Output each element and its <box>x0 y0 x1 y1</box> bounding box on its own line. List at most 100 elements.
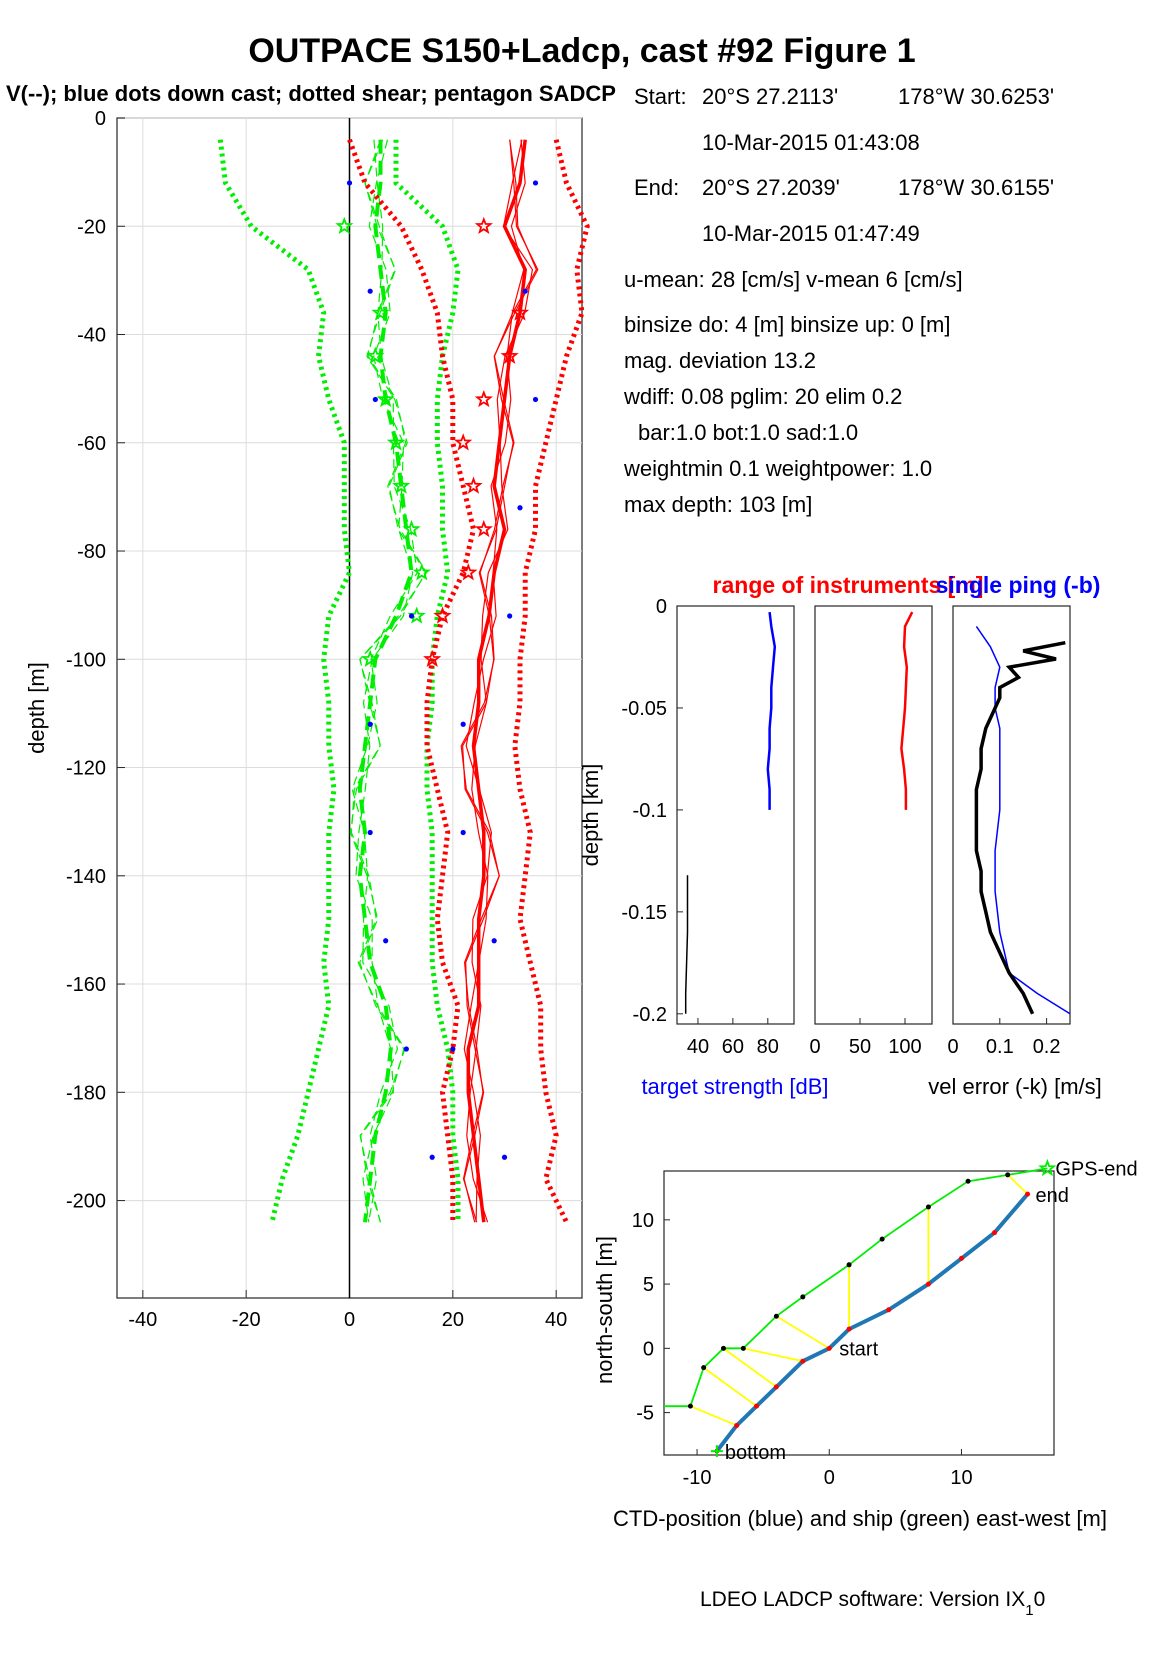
v-sadcp-marker <box>392 476 411 494</box>
ship-fix-dot <box>1005 1172 1011 1178</box>
ctd-fix-dot <box>958 1255 964 1261</box>
u-sadcp-marker <box>474 216 493 234</box>
ts-ylabel: depth [km] <box>578 764 603 867</box>
ctd-fix-dot <box>925 1281 931 1287</box>
ctd-fix-dot <box>773 1384 779 1390</box>
v-sadcp-marker <box>361 649 380 667</box>
pos-ytick-label: 0 <box>643 1338 654 1360</box>
ping-frame <box>952 605 1071 1025</box>
downcast-dot <box>367 829 373 836</box>
v-sadcp-marker <box>402 519 421 538</box>
start-label: start <box>839 1338 878 1360</box>
ts-black-line <box>684 875 689 1014</box>
ts-xlabel: target strength [dB] <box>641 1074 828 1099</box>
downcast-dot <box>429 1154 435 1160</box>
downcast-dot <box>372 396 378 403</box>
pos-xtick-label: 10 <box>950 1467 972 1489</box>
pos-tick-labels: -10 0 10 10 5 0 -5 <box>632 1210 973 1489</box>
ship-fix-dot <box>720 1345 726 1351</box>
v-sadcp-marker <box>412 563 431 581</box>
start-lat: 20°S 27.2113' <box>702 84 838 109</box>
main-ytick-label: -120 <box>66 758 106 780</box>
u-sadcp-marker <box>423 649 442 667</box>
downcast-dot <box>383 938 389 944</box>
software-version: LDEO LADCP software: Version IX10 <box>700 1588 1045 1619</box>
downcast-dot <box>346 180 353 186</box>
ping-xlabel: vel error (-k) [m/s] <box>928 1074 1102 1099</box>
v-sadcp-marker <box>386 433 406 451</box>
panel-xtick-label: 50 <box>849 1036 871 1058</box>
ship-fix-dot <box>925 1204 931 1210</box>
ctd-fix-dot <box>992 1230 998 1236</box>
cast-info: Start: 20°S 27.2113' 178°W 30.6253' 10-M… <box>623 84 1054 517</box>
ship-ctd-link <box>743 1347 804 1363</box>
downcast-dot <box>517 505 523 511</box>
u-sadcp-marker <box>500 346 519 364</box>
downcast-dot <box>460 829 466 836</box>
panel-xtick-label: 80 <box>757 1036 779 1058</box>
ts-series <box>684 611 777 1014</box>
ctd-fix-dot <box>800 1358 806 1364</box>
pos-ytick-label: 10 <box>632 1210 654 1232</box>
v-ensemble-line <box>350 139 428 1223</box>
u-profile-line <box>466 139 527 1223</box>
range-line <box>900 611 914 810</box>
main-xtick-label: 20 <box>442 1309 464 1331</box>
ship-fix-dot <box>773 1313 779 1319</box>
u-ensemble-line <box>463 139 534 1223</box>
main-ytick-label: -100 <box>66 649 106 671</box>
downcast-dot <box>522 288 528 294</box>
pos-xtick-label: -10 <box>683 1467 712 1489</box>
range-title: range of instruments [m] <box>713 572 984 598</box>
range-frame <box>814 605 933 1025</box>
u-sadcp-marker <box>474 519 493 538</box>
downcast-dot <box>491 938 497 944</box>
end-label: End: <box>634 175 679 200</box>
main-xtick-label: -20 <box>232 1309 261 1331</box>
pos-ytick-label: 5 <box>643 1274 654 1296</box>
pos-ytick-label: -5 <box>636 1403 654 1425</box>
ship-ctd-link <box>690 1405 738 1427</box>
panel-xtick-label: 100 <box>888 1036 921 1058</box>
downcast-dot <box>460 721 466 727</box>
ship-fix-dot <box>701 1365 707 1371</box>
footer-end: 0 <box>1034 1588 1046 1611</box>
panel-ytick-label: -0.1 <box>633 800 667 822</box>
main-ytick-label: 0 <box>95 108 106 130</box>
main-ytick-label: -20 <box>77 216 106 238</box>
bottom-label: bottom <box>725 1442 786 1464</box>
panel-ytick-label: -0.2 <box>633 1004 667 1026</box>
ctd-fix-dot <box>1025 1191 1031 1197</box>
downcast-dot <box>532 180 539 186</box>
downcast-dot <box>532 396 539 403</box>
binsize: binsize do: 4 [m] binsize up: 0 [m] <box>624 312 951 337</box>
main-ytick-label: -60 <box>77 433 106 455</box>
ping-tick-labels: 0 0.1 0.2 <box>947 1018 1061 1058</box>
panel-xtick-label: 0.2 <box>1033 1036 1061 1058</box>
panel-ytick-label: -0.05 <box>621 698 667 720</box>
v-profile-line <box>357 139 414 1223</box>
v-sadcp-marker <box>371 303 390 321</box>
downcast-dot <box>450 1046 456 1052</box>
downcast-dot <box>501 1154 508 1160</box>
ctd-fix-dot <box>754 1403 760 1409</box>
pos-xtick-label: 0 <box>824 1467 835 1489</box>
pos-xlabel: CTD-position (blue) and ship (green) eas… <box>613 1506 1107 1531</box>
v-shear-left-line <box>217 139 353 1223</box>
main-series <box>217 118 590 1298</box>
range-tick-labels: 0 50 100 <box>809 1018 922 1058</box>
wdiff-params: wdiff: 0.08 pglim: 20 elim 0.2 <box>623 384 902 409</box>
range-series <box>900 611 914 810</box>
ping-series <box>974 625 1071 1015</box>
main-ytick-label: -180 <box>66 1082 106 1104</box>
v-sadcp-marker <box>366 346 385 364</box>
panel-xtick-label: 0.1 <box>986 1036 1014 1058</box>
u-sadcp-marker <box>454 433 473 451</box>
bar-params: bar:1.0 bot:1.0 sad:1.0 <box>638 420 858 445</box>
panel-ytick-label: -0.15 <box>621 902 667 924</box>
figure-subtitle: V(--); blue dots down cast; dotted shear… <box>6 81 616 106</box>
u-sadcp-marker <box>474 389 493 408</box>
ship-ctd-link <box>703 1366 758 1407</box>
panel-xtick-label: 60 <box>722 1036 744 1058</box>
v-shear-right-line <box>393 139 461 1223</box>
